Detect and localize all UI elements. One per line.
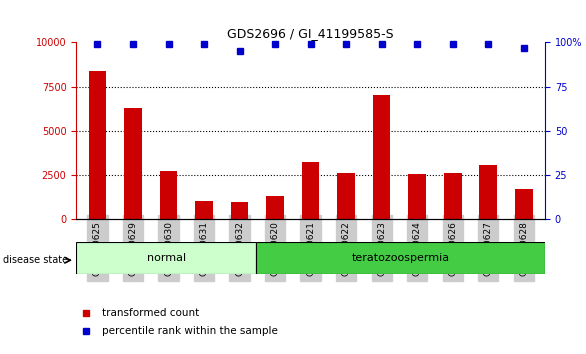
Bar — [257, 242, 545, 274]
Title: GDS2696 / GI_41199585-S: GDS2696 / GI_41199585-S — [227, 27, 394, 40]
Bar — [302, 162, 319, 219]
Bar — [159, 171, 178, 219]
Bar — [337, 173, 355, 219]
Bar — [76, 242, 257, 274]
Text: transformed count: transformed count — [102, 308, 199, 318]
Bar — [195, 201, 213, 219]
Bar — [231, 202, 248, 219]
Text: normal: normal — [146, 253, 186, 263]
Bar — [88, 71, 107, 219]
Text: teratozoospermia: teratozoospermia — [352, 253, 450, 263]
Text: disease state: disease state — [3, 255, 68, 265]
Bar — [479, 166, 497, 219]
Text: percentile rank within the sample: percentile rank within the sample — [102, 326, 278, 337]
Bar — [266, 195, 284, 219]
Bar — [515, 189, 533, 219]
Bar — [444, 172, 462, 219]
Bar — [408, 175, 426, 219]
Bar — [373, 95, 390, 219]
Bar — [124, 108, 142, 219]
